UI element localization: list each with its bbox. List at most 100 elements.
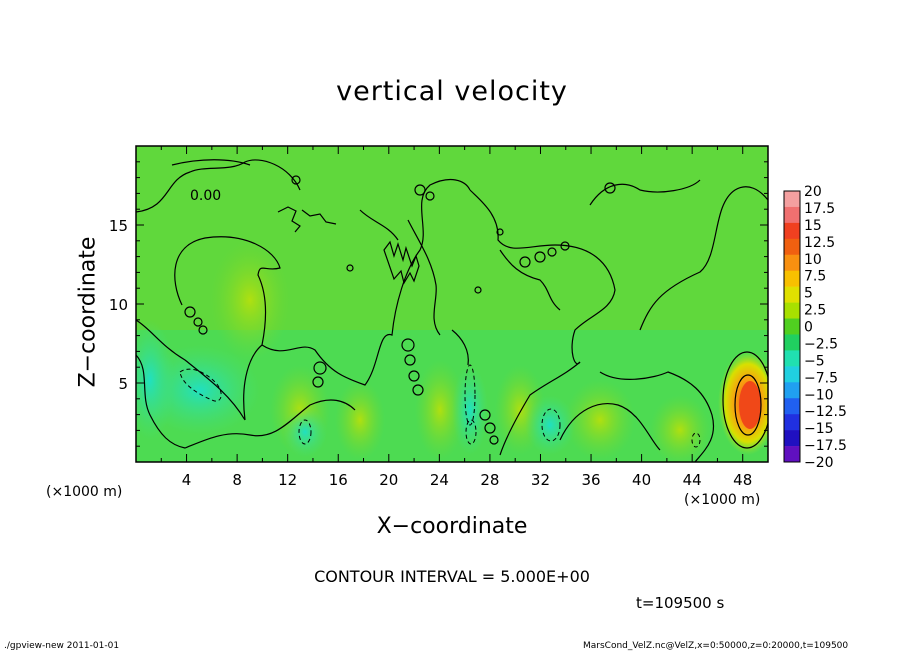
colorbar-label: −2.5 [804,336,838,352]
colorbar-label: −17.5 [804,438,847,454]
colorbar-swatch [784,238,800,256]
contour-closed [291,175,301,185]
contour-closed [346,264,354,272]
contour-closed [604,182,616,194]
x-axis: 4 8 12 16 20 24 28 32 36 40 44 48 [160,146,769,489]
x-tick-label: 8 [232,471,242,489]
colorbar-swatch [784,254,800,272]
yellow-band [210,240,290,360]
y-tick-label: 10 [109,296,128,314]
contour-closed [184,306,196,318]
contour-closed [479,409,491,421]
yellow-band [415,360,465,460]
colorbar-swatch [784,430,800,447]
contour-line [499,249,561,311]
x-tick-label: 12 [278,471,297,489]
contour-closed [560,241,570,251]
contour-closed [425,191,435,201]
contour-line [136,236,281,421]
x-tick-label: 16 [329,471,348,489]
contour-closed [401,338,415,352]
x-tick-label: 40 [632,471,651,489]
colorbar-swatch [784,318,800,335]
colorbar-swatch [784,350,800,367]
contour-closed [312,376,324,388]
yellow-band [335,380,385,460]
contour-closed [722,351,768,449]
yellow-band [650,395,710,462]
colorbar-label: −10 [804,387,834,403]
downdraft-region [136,320,175,440]
colorbar-swatch [784,446,800,463]
contour-closed [412,384,424,396]
x-tick-label: 20 [379,471,398,489]
x-tick-label: 32 [531,471,550,489]
colorbar-label: 2.5 [804,303,826,319]
contour-interval: CONTOUR INTERVAL = 5.000E+00 [314,567,590,586]
x-unit-left: (×1000 m) [46,484,123,500]
y-axis-label: Z−coordinate [75,236,101,388]
colorbar-swatch [784,206,800,224]
yellow-band [565,380,635,460]
contour-closed [193,317,203,327]
colorbar-label: 15 [804,218,822,234]
contour-line [136,354,356,449]
x-tick-label: 24 [430,471,449,489]
downdraft-region [525,395,575,455]
negative-contour [465,419,477,445]
colorbar-swatch [784,270,800,287]
contour-closed [519,256,531,268]
footer-left: ./gpview-new 2011-01-01 [4,641,120,651]
footer-right: MarsCond_VelZ.nc@VelZ,x=0:50000,z=0:2000… [583,641,849,651]
contour-line [469,189,616,456]
contour-closed [198,325,208,335]
colorbar-swatch [784,222,800,240]
contour-closed [534,251,546,263]
colorbar-label: 10 [804,252,822,268]
contour-lines [136,159,768,462]
contour-line [589,179,701,206]
x-unit-right: (×1000 m) [684,492,761,508]
contour-line [277,206,301,233]
colorbar-swatch [784,398,800,415]
colorbar-label: −20 [804,455,834,471]
negative-contour [691,432,701,448]
x-axis-label: X−coordinate [376,514,528,539]
colorbar-swatch [784,334,800,351]
negative-contours [179,364,701,448]
negative-contour [464,364,476,426]
contour-label: 0.00 [190,188,221,204]
contour-closed [489,435,499,445]
contour-closed [734,374,762,436]
colorbar-label: 0 [804,320,813,336]
downdraft-region [283,407,327,457]
contour-line [301,209,337,225]
colorbar-frame [783,190,801,463]
colorbar-swatch [784,366,800,383]
contour-closed [414,184,426,196]
colorbar-label: −7.5 [804,370,838,386]
updraft-core [739,381,761,429]
x-tick-label: 4 [182,471,192,489]
colorbar-label: −12.5 [804,404,847,420]
contour-closed [404,354,416,366]
contour-closed [496,228,504,236]
x-tick-label: 44 [683,471,702,489]
chart-title: vertical velocity [336,76,568,107]
contour-label-bg [188,186,228,202]
contour-closed [408,370,420,382]
colorbar-label: 20 [804,184,822,200]
y-axis: 5 10 15 [109,161,768,447]
x-tick-label: 28 [480,471,499,489]
colorbar-swatch [784,382,800,399]
time-label: t=109500 s [636,594,725,612]
contour-line [407,219,441,336]
contour-closed [313,361,327,375]
x-tick-label: 48 [733,471,752,489]
contour-closed [474,286,482,294]
y-tick-label: 5 [118,375,128,393]
colorbar-swatch [784,302,800,319]
negative-contour [541,408,561,442]
contour-line [171,159,251,166]
